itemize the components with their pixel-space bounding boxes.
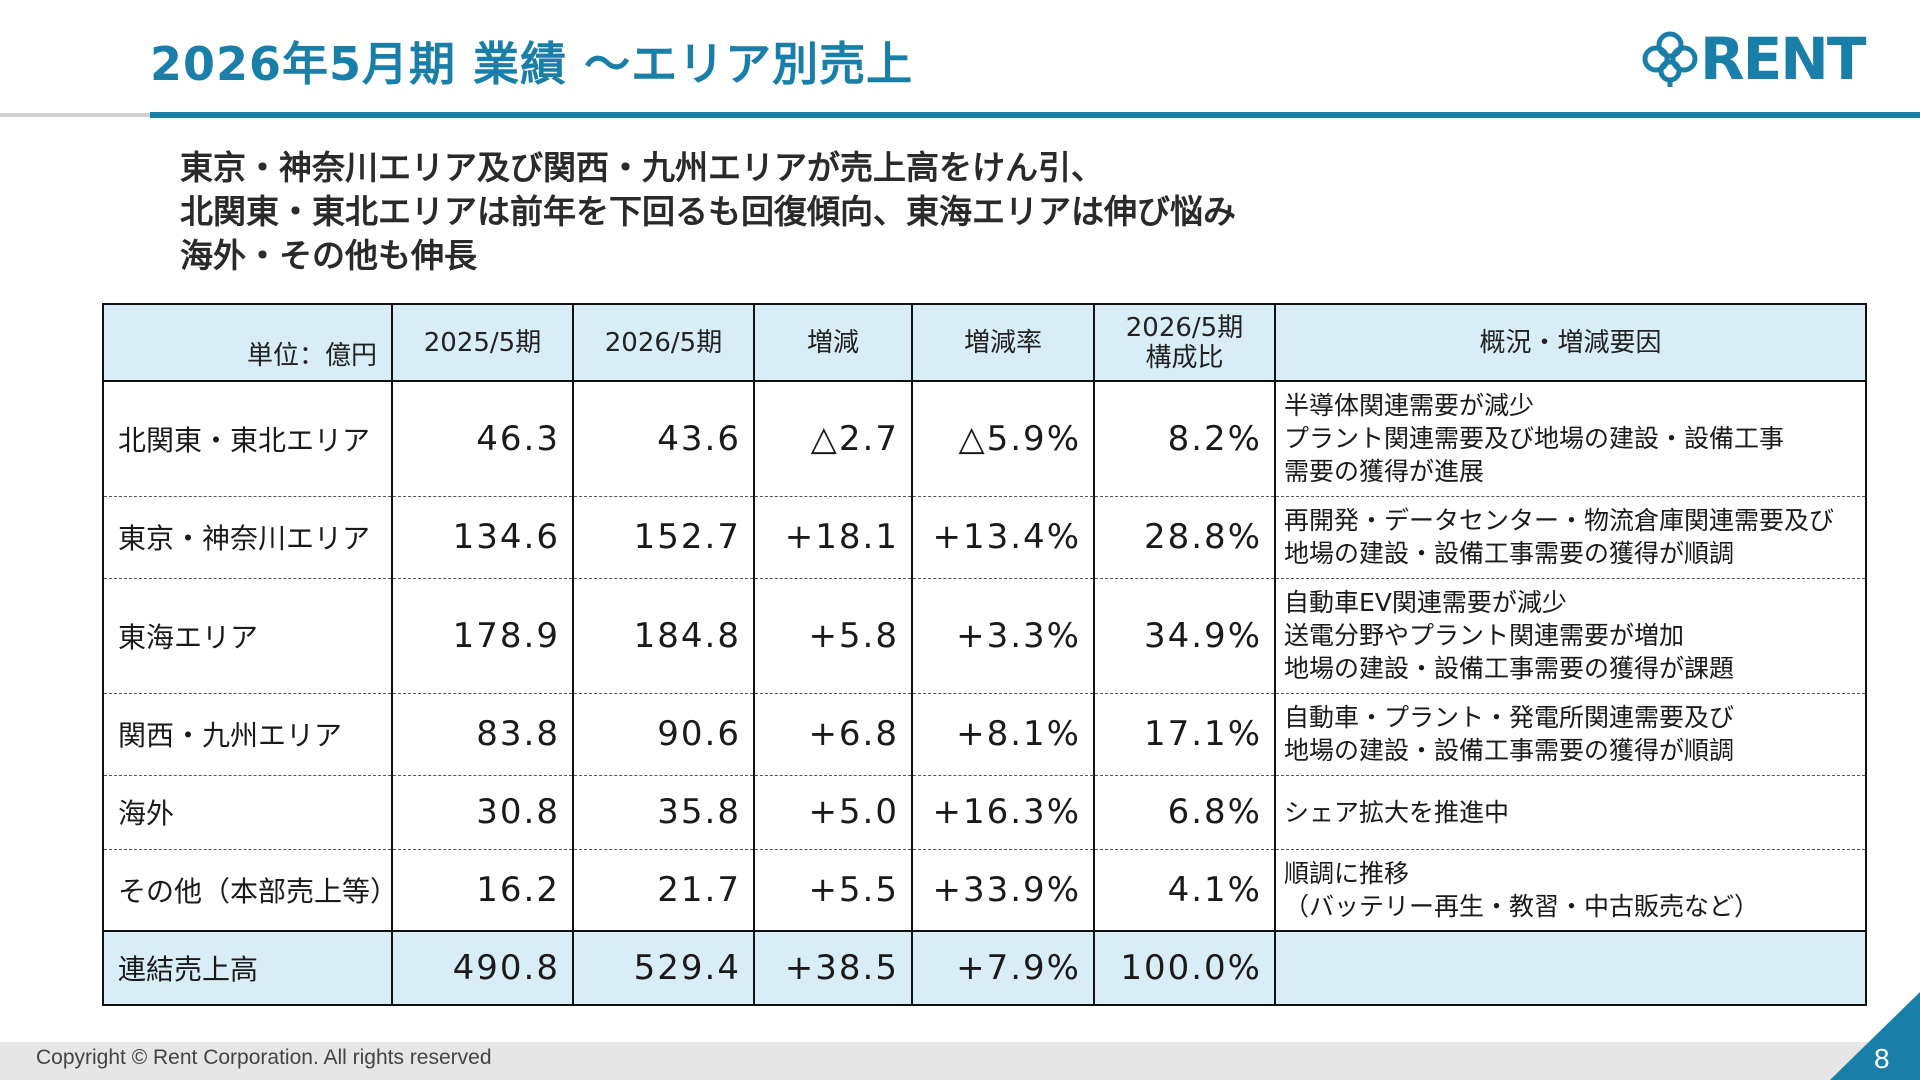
header-rule-gray bbox=[0, 113, 150, 117]
value-change: +6.8 bbox=[753, 692, 913, 776]
value-change: +5.8 bbox=[753, 577, 913, 694]
total-fy2025: 490.8 bbox=[391, 930, 574, 1006]
value-fy2025: 83.8 bbox=[391, 692, 574, 776]
footer-bar bbox=[0, 1042, 1920, 1080]
col-header-share-line1: 2026/5期 bbox=[1125, 312, 1244, 343]
total-change: +38.5 bbox=[753, 930, 913, 1006]
value-rate: +16.3% bbox=[911, 774, 1095, 850]
col-header-share: 2026/5期 構成比 bbox=[1093, 303, 1276, 382]
note-line: 再開発・データセンター・物流倉庫関連需要及び bbox=[1284, 506, 1835, 535]
corner-accent bbox=[1830, 992, 1920, 1080]
total-fy2026: 529.4 bbox=[572, 930, 755, 1006]
value-fy2026: 90.6 bbox=[572, 692, 755, 776]
value-fy2026: 21.7 bbox=[572, 848, 755, 932]
table-row: 海外 30.8 35.8 +5.0 +16.3% 6.8% シェア拡大を推進中 bbox=[102, 774, 1867, 850]
value-fy2025: 30.8 bbox=[391, 774, 574, 850]
notes-cell: 自動車EV関連需要が減少 送電分野やプラント関連需要が増加 地場の建設・設備工事… bbox=[1274, 577, 1867, 694]
table-row: 関西・九州エリア 83.8 90.6 +6.8 +8.1% 17.1% 自動車・… bbox=[102, 692, 1867, 776]
note-line: 自動車EV関連需要が減少 bbox=[1284, 588, 1567, 617]
value-rate: +13.4% bbox=[911, 495, 1095, 579]
value-fy2025: 16.2 bbox=[391, 848, 574, 932]
col-header-fy2025: 2025/5期 bbox=[391, 303, 574, 382]
value-rate: +3.3% bbox=[911, 577, 1095, 694]
note-line: 半導体関連需要が減少 bbox=[1284, 391, 1535, 421]
area-name: 北関東・東北エリア bbox=[102, 380, 393, 497]
notes-cell: 順調に推移 （バッテリー再生・教習・中古販売など） bbox=[1274, 848, 1867, 932]
note-line: （バッテリー再生・教習・中古販売など） bbox=[1284, 891, 1760, 921]
total-rate: +7.9% bbox=[911, 930, 1095, 1006]
value-rate: +8.1% bbox=[911, 692, 1095, 776]
area-name: 東海エリア bbox=[102, 577, 393, 694]
value-rate: △5.9% bbox=[911, 380, 1095, 497]
note-line: 送電分野やプラント関連需要が増加 bbox=[1284, 621, 1685, 650]
company-logo: RENT bbox=[1640, 28, 1870, 90]
note-line: シェア拡大を推進中 bbox=[1284, 797, 1510, 827]
table-row: 北関東・東北エリア 46.3 43.6 △2.7 △5.9% 8.2% 半導体関… bbox=[102, 380, 1867, 497]
header-rule-blue bbox=[150, 112, 1920, 118]
col-header-rate: 増減率 bbox=[911, 303, 1095, 382]
notes-cell: 半導体関連需要が減少 プラント関連需要及び地場の建設・設備工事 需要の獲得が進展 bbox=[1274, 380, 1867, 497]
total-label: 連結売上高 bbox=[102, 930, 393, 1006]
value-fy2026: 184.8 bbox=[572, 577, 755, 694]
summary-text: 東京・神奈川エリア及び関西・九州エリアが売上高をけん引、 北関東・東北エリアは前… bbox=[180, 146, 1236, 278]
value-share: 28.8% bbox=[1093, 495, 1276, 579]
note-line: 地場の建設・設備工事需要の獲得が課題 bbox=[1284, 654, 1735, 683]
logo-wordmark: RENT bbox=[1700, 25, 1866, 93]
area-name: その他（本部売上等） bbox=[102, 848, 393, 932]
table-row: 東京・神奈川エリア 134.6 152.7 +18.1 +13.4% 28.8%… bbox=[102, 495, 1867, 579]
value-share: 6.8% bbox=[1093, 774, 1276, 850]
table-row: その他（本部売上等） 16.2 21.7 +5.5 +33.9% 4.1% 順調… bbox=[102, 848, 1867, 932]
page-number: 8 bbox=[1874, 1043, 1890, 1074]
value-change: +18.1 bbox=[753, 495, 913, 579]
value-change: +5.0 bbox=[753, 774, 913, 850]
total-notes-empty bbox=[1274, 930, 1867, 1006]
value-change: +5.5 bbox=[753, 848, 913, 932]
value-fy2025: 46.3 bbox=[391, 380, 574, 497]
area-name: 関西・九州エリア bbox=[102, 692, 393, 776]
table-header-row: 単位：億円 2025/5期 2026/5期 増減 増減率 2026/5期 構成比… bbox=[102, 303, 1867, 382]
value-fy2026: 43.6 bbox=[572, 380, 755, 497]
summary-line: 東京・神奈川エリア及び関西・九州エリアが売上高をけん引、 bbox=[180, 148, 1104, 187]
total-row: 連結売上高 490.8 529.4 +38.5 +7.9% 100.0% bbox=[102, 930, 1867, 1006]
area-sales-table: 単位：億円 2025/5期 2026/5期 増減 増減率 2026/5期 構成比… bbox=[102, 303, 1867, 1006]
col-header-share-line2: 構成比 bbox=[1145, 342, 1224, 373]
unit-label: 単位：億円 bbox=[102, 303, 393, 382]
notes-cell: 自動車・プラント・発電所関連需要及び 地場の建設・設備工事需要の獲得が順調 bbox=[1274, 692, 1867, 776]
notes-cell: シェア拡大を推進中 bbox=[1274, 774, 1867, 850]
summary-line: 北関東・東北エリアは前年を下回るも回復傾向、東海エリアは伸び悩み bbox=[180, 192, 1236, 231]
col-header-change: 増減 bbox=[753, 303, 913, 382]
value-fy2025: 178.9 bbox=[391, 577, 574, 694]
value-change: △2.7 bbox=[753, 380, 913, 497]
note-line: 地場の建設・設備工事需要の獲得が順調 bbox=[1284, 736, 1735, 765]
value-fy2026: 152.7 bbox=[572, 495, 755, 579]
value-share: 4.1% bbox=[1093, 848, 1276, 932]
note-line: プラント関連需要及び地場の建設・設備工事 bbox=[1284, 424, 1785, 454]
page-title: 2026年5月期 業績 ～エリア別売上 bbox=[150, 37, 914, 91]
value-share: 17.1% bbox=[1093, 692, 1276, 776]
value-share: 34.9% bbox=[1093, 577, 1276, 694]
summary-line: 海外・その他も伸長 bbox=[180, 236, 477, 275]
notes-cell: 再開発・データセンター・物流倉庫関連需要及び 地場の建設・設備工事需要の獲得が順… bbox=[1274, 495, 1867, 579]
value-rate: +33.9% bbox=[911, 848, 1095, 932]
value-fy2025: 134.6 bbox=[391, 495, 574, 579]
note-line: 地場の建設・設備工事需要の獲得が順調 bbox=[1284, 539, 1735, 568]
value-fy2026: 35.8 bbox=[572, 774, 755, 850]
value-share: 8.2% bbox=[1093, 380, 1276, 497]
area-name: 東京・神奈川エリア bbox=[102, 495, 393, 579]
note-line: 需要の獲得が進展 bbox=[1284, 457, 1485, 487]
clover-icon bbox=[1642, 31, 1698, 87]
area-name: 海外 bbox=[102, 774, 393, 850]
copyright-text: Copyright © Rent Corporation. All rights… bbox=[36, 1046, 492, 1069]
table-row: 東海エリア 178.9 184.8 +5.8 +3.3% 34.9% 自動車EV… bbox=[102, 577, 1867, 694]
col-header-notes: 概況・増減要因 bbox=[1274, 303, 1867, 382]
note-line: 順調に推移 bbox=[1284, 858, 1410, 888]
total-share: 100.0% bbox=[1093, 930, 1276, 1006]
col-header-fy2026: 2026/5期 bbox=[572, 303, 755, 382]
note-line: 自動車・プラント・発電所関連需要及び bbox=[1284, 703, 1735, 732]
